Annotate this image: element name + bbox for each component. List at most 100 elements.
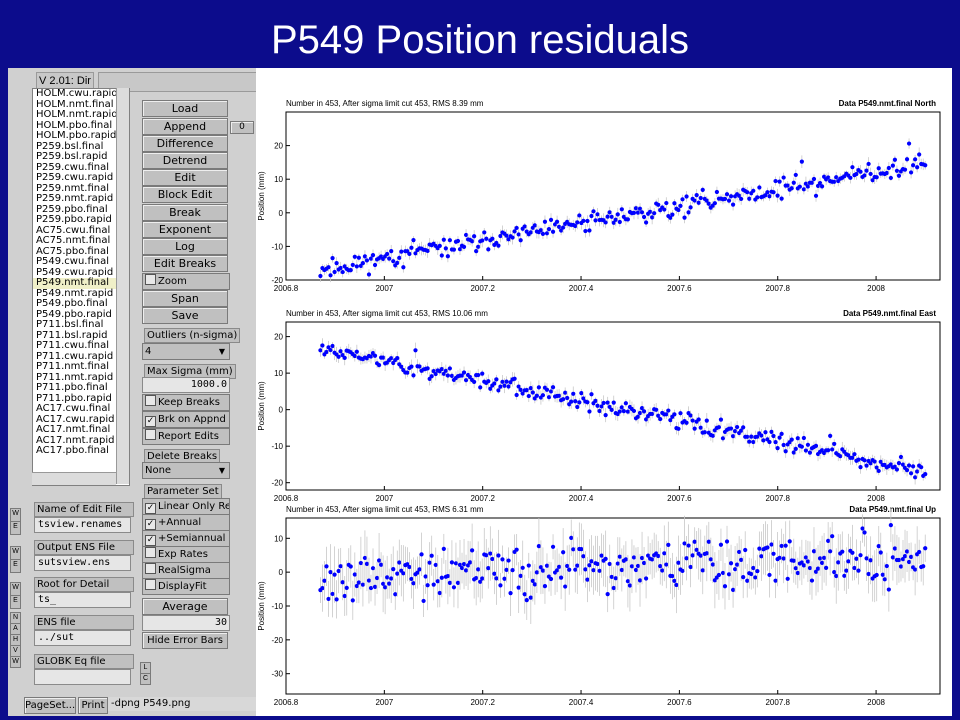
zoom-toggle[interactable]: Zoom — [142, 273, 230, 290]
list-item[interactable]: HOLM.nmt.rapid — [36, 109, 118, 120]
file-list-hscrollbar[interactable] — [32, 472, 116, 485]
list-item[interactable]: P711.bsl.final — [36, 319, 104, 330]
data-point — [765, 545, 770, 550]
append-side-button[interactable]: 0 — [230, 121, 254, 134]
average-input[interactable]: 30 — [142, 615, 230, 631]
c-button[interactable]: C — [140, 673, 151, 685]
ens-file-input[interactable]: ../sut — [34, 630, 131, 646]
w-button[interactable]: W — [10, 582, 21, 596]
break-button[interactable]: Break — [142, 204, 228, 221]
real-sigma-checkbox[interactable] — [145, 563, 156, 574]
span-button[interactable]: Span — [142, 290, 228, 307]
list-item[interactable]: P259.bsl.rapid — [36, 151, 108, 162]
log-button[interactable]: Log — [142, 238, 228, 255]
save-button[interactable]: Save — [142, 307, 228, 324]
list-item[interactable]: P549.nmt.rapid — [36, 287, 114, 299]
list-item[interactable]: P549.cwu.rapid — [36, 266, 114, 278]
data-point — [911, 464, 916, 469]
outliers-select[interactable]: 4 ▼ — [142, 343, 230, 360]
list-item[interactable]: P711.cwu.rapid — [36, 350, 114, 362]
list-item[interactable]: AC17.cwu.final — [36, 403, 111, 414]
globk-eq-input[interactable] — [34, 669, 131, 685]
average-button[interactable]: Average — [142, 598, 228, 615]
file-list-scrollbar[interactable] — [116, 88, 129, 484]
print-command-input[interactable]: -dpng P549.png — [108, 697, 281, 711]
keep-breaks-toggle[interactable]: Keep Breaks — [142, 394, 230, 411]
list-item[interactable]: P259.cwu.final — [36, 161, 110, 173]
real-sigma-toggle[interactable]: RealSigma — [142, 562, 230, 579]
list-item[interactable]: AC17.nmt.final — [36, 424, 111, 435]
w-button[interactable]: W — [10, 546, 21, 560]
list-item[interactable]: P711.pbo.rapid — [36, 392, 112, 404]
difference-button[interactable]: Difference — [142, 135, 228, 152]
list-item[interactable]: AC17.pbo.final — [36, 445, 109, 456]
linear-only-toggle[interactable]: ✓Linear Only Re... — [142, 498, 230, 515]
list-item[interactable]: P259.pbo.final — [36, 203, 108, 215]
report-edits-checkbox[interactable] — [145, 429, 156, 440]
annual-toggle[interactable]: ✓ +Annual — [142, 514, 230, 531]
edit-breaks-button[interactable]: Edit Breaks — [142, 255, 228, 272]
brk-on-appnd-toggle[interactable]: ✓ Brk on Appnd — [142, 411, 230, 428]
exponent-button[interactable]: Exponent — [142, 221, 228, 238]
edit-file-input[interactable]: tsview.renames — [34, 517, 131, 533]
list-item[interactable]: P549.nmt.final — [33, 277, 129, 289]
display-fit-toggle[interactable]: DisplayFit — [142, 578, 230, 595]
annual-checkbox[interactable]: ✓ — [145, 519, 156, 530]
pageset-button[interactable]: PageSet... — [24, 697, 76, 714]
list-item[interactable]: P259.nmt.rapid — [36, 193, 114, 204]
list-item[interactable]: P549.pbo.final — [36, 298, 108, 309]
keep-breaks-checkbox[interactable] — [145, 395, 156, 406]
list-item[interactable]: HOLM.nmt.final — [36, 98, 114, 110]
semiannual-toggle[interactable]: ✓ +Semiannual — [142, 530, 230, 547]
load-button[interactable]: Load — [142, 100, 228, 117]
root-detail-input[interactable]: ts_ — [34, 592, 131, 608]
list-item[interactable]: P711.bsl.rapid — [36, 329, 108, 341]
w-button[interactable]: W — [10, 508, 21, 522]
block-edit-button[interactable]: Block Edit — [142, 186, 228, 203]
print-button[interactable]: Print — [78, 697, 108, 714]
file-list[interactable]: HOLM.cwu.rapid HOLM.nmt.final HOLM.nmt.rap… — [32, 88, 130, 486]
e-button[interactable]: E — [10, 559, 21, 573]
detrend-button[interactable]: Detrend — [142, 152, 228, 169]
max-sigma-input[interactable]: 1000.0 — [142, 377, 230, 393]
list-item[interactable]: P711.cwu.final — [36, 340, 110, 351]
data-point — [832, 441, 837, 447]
data-point — [461, 370, 467, 375]
display-fit-checkbox[interactable] — [145, 579, 156, 590]
list-item[interactable]: P259.pbo.rapid — [36, 214, 112, 225]
brk-on-appnd-checkbox[interactable]: ✓ — [145, 416, 156, 427]
list-item[interactable]: P549.cwu.final — [36, 256, 110, 267]
list-item[interactable]: HOLM.pbo.final — [36, 119, 113, 131]
list-item[interactable]: P711.nmt.final — [36, 361, 110, 372]
append-button[interactable]: Append — [142, 118, 228, 135]
list-item[interactable]: P259.bsl.final — [36, 140, 104, 152]
e-button[interactable]: E — [10, 595, 21, 609]
zoom-checkbox[interactable] — [145, 274, 156, 285]
list-item[interactable]: AC75.cwu.final — [36, 224, 111, 236]
semiannual-checkbox[interactable]: ✓ — [145, 535, 156, 546]
data-point — [868, 461, 873, 466]
list-item[interactable]: HOLM.pbo.rapid — [36, 130, 117, 141]
list-item[interactable]: AC75.pbo.final — [36, 245, 109, 257]
output-ens-input[interactable]: sutsview.ens — [34, 555, 131, 571]
w-button[interactable]: W — [10, 656, 21, 668]
residual-plots[interactable]: Number in 453, After sigma limit cut 453… — [256, 68, 952, 716]
list-item[interactable]: AC17.cwu.rapid — [36, 413, 115, 425]
exp-rates-toggle[interactable]: Exp Rates — [142, 546, 230, 563]
list-item[interactable]: P711.pbo.final — [36, 382, 108, 393]
data-point — [498, 384, 503, 389]
delete-breaks-select[interactable]: None ▼ — [142, 462, 230, 479]
report-edits-toggle[interactable]: Report Edits — [142, 428, 230, 445]
edit-button[interactable]: Edit — [142, 169, 228, 186]
list-item[interactable]: P549.pbo.rapid — [36, 308, 112, 320]
list-item[interactable]: P259.cwu.rapid — [36, 172, 114, 183]
exp-rates-checkbox[interactable] — [145, 547, 156, 558]
list-item[interactable]: AC17.nmt.rapid — [36, 434, 115, 446]
list-item[interactable]: P259.nmt.final — [36, 182, 110, 194]
list-item[interactable]: P711.nmt.rapid — [36, 371, 114, 383]
linear-only-checkbox[interactable]: ✓ — [145, 503, 156, 514]
list-item[interactable]: AC75.nmt.final — [36, 235, 111, 246]
list-item[interactable]: HOLM.cwu.rapid — [36, 88, 118, 99]
e-button[interactable]: E — [10, 521, 21, 535]
hide-error-bars-button[interactable]: Hide Error Bars — [142, 632, 228, 649]
